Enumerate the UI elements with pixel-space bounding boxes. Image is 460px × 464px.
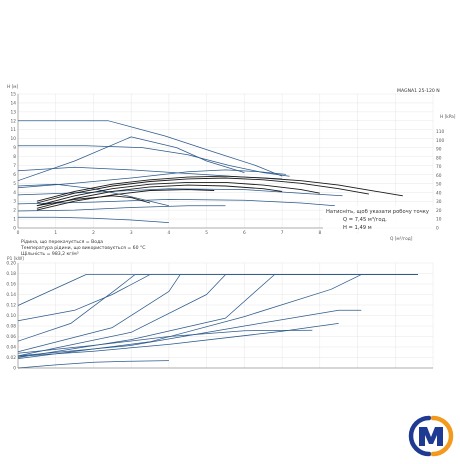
upper-y-tick-label: 12 xyxy=(11,118,17,124)
tooltip-line-3: H = 1,49 м xyxy=(343,225,372,231)
upper-curve-7[interactable] xyxy=(17,205,226,212)
upper-x-tick-label: 0 xyxy=(17,230,20,236)
upper-curve-5[interactable] xyxy=(17,188,343,197)
upper-x-tick-label: 1 xyxy=(54,230,57,236)
upper-x-tick-label: 8 xyxy=(318,230,321,236)
lower-curve-9[interactable] xyxy=(17,360,169,369)
upper-curve-13[interactable] xyxy=(36,181,320,207)
upper-y2-tick-label: 70 xyxy=(436,164,442,170)
upper-y-tick-label: 15 xyxy=(11,92,17,98)
lower-y-tick-label: 0.06 xyxy=(6,334,16,340)
upper-y2-tick-label: 0 xyxy=(436,226,439,232)
power-chart-grid xyxy=(17,262,434,369)
lower-curve-8[interactable] xyxy=(17,329,313,354)
upper-x-tick-label: 7 xyxy=(281,230,284,236)
upper-y2-tick-label: 60 xyxy=(436,173,442,179)
upper-curve-6[interactable] xyxy=(17,199,335,207)
lower-y-tick-label: 0 xyxy=(13,366,16,372)
power-chart-axes: 0 0.02 0.04 0.06 0.08 0.10 0.12 0.14 0.16 0.18 0.2… xyxy=(6,261,433,372)
fluid-annotation: Рідина, що перекачується = Вода xyxy=(21,239,103,245)
lower-curve-11[interactable] xyxy=(17,274,151,322)
operating-point-tooltip[interactable]: Натисніть, щоб указати робочу точку Q = … xyxy=(323,206,435,234)
upper-y-tick-label: 4 xyxy=(13,190,16,196)
lower-y-tick-label: 0.14 xyxy=(6,292,16,298)
upper-y-tick-label: 5 xyxy=(13,181,16,187)
upper-y2-tick-label: 20 xyxy=(436,208,442,214)
head-kpa-axis-label: H [kPa] xyxy=(440,114,456,120)
upper-y2-tick-label: 30 xyxy=(436,199,442,205)
upper-axis-lines xyxy=(17,94,433,229)
upper-y-tick-label: 2 xyxy=(13,208,16,214)
upper-curve-14[interactable] xyxy=(36,184,283,209)
upper-curve-4[interactable] xyxy=(17,169,286,189)
upper-curve-12[interactable] xyxy=(36,177,369,204)
product-label: MAGNA1 25-120 N xyxy=(397,88,440,94)
flow-axis-label: Q [м³/год] xyxy=(390,236,413,242)
lower-y-tick-label: 0.16 xyxy=(6,282,16,288)
lower-y-tick-label: 0.08 xyxy=(6,324,16,330)
upper-y2-tick-label: 90 xyxy=(436,147,442,153)
tooltip-line-2: Q = 7,45 м³/год, xyxy=(343,217,387,223)
upper-y-tick-label: 0 xyxy=(13,226,16,232)
upper-y2-tick-label: 110 xyxy=(436,129,444,135)
lower-y-tick-label: 0.10 xyxy=(6,313,16,319)
power-axis-label: P1 [kW] xyxy=(7,256,24,262)
upper-curve-8[interactable] xyxy=(18,216,169,223)
tooltip-line-1: Натисніть, щоб указати робочу точку xyxy=(326,209,429,215)
head-chart-grid xyxy=(17,93,434,229)
upper-y-tick-label: 9 xyxy=(13,145,16,151)
upper-y2-tick-label: 80 xyxy=(436,155,442,161)
upper-curve-3[interactable] xyxy=(17,136,245,182)
upper-y2-tick-label: 40 xyxy=(436,190,442,196)
upper-x-tick-label: 3 xyxy=(130,230,133,236)
lower-y-tick-label: 0.18 xyxy=(6,271,16,277)
upper-y2-tick-label: 100 xyxy=(436,138,444,144)
lower-curve-7[interactable] xyxy=(17,309,362,357)
upper-y2-tick-label: 50 xyxy=(436,182,442,188)
upper-y-tick-label: 14 xyxy=(11,100,17,106)
upper-y-tick-label: 7 xyxy=(13,163,16,169)
lower-curve-10[interactable] xyxy=(17,323,339,357)
upper-curve-2[interactable] xyxy=(18,145,290,177)
upper-y-tick-label: 13 xyxy=(11,109,17,115)
temperature-annotation: Температура рідини, що використовується … xyxy=(20,245,146,251)
upper-curve-15[interactable] xyxy=(36,195,151,207)
upper-x-tick-label: 4 xyxy=(168,230,171,236)
upper-y-tick-label: 3 xyxy=(13,199,16,205)
upper-y-tick-label: 11 xyxy=(11,127,17,133)
head-chart-axes: 0123456789101112131415012345678901020304… xyxy=(11,92,445,237)
lower-y-tick-label: 0.02 xyxy=(6,355,16,361)
upper-y-tick-label: 10 xyxy=(11,136,17,142)
head-axis-label: H [м] xyxy=(7,84,19,90)
upper-x-tick-label: 6 xyxy=(243,230,246,236)
upper-y-tick-label: 8 xyxy=(13,154,16,160)
head-chart-curves xyxy=(17,120,403,223)
upper-curve-9[interactable] xyxy=(17,183,169,207)
lower-y-tick-label: 0.20 xyxy=(6,261,16,267)
upper-y-tick-label: 6 xyxy=(13,172,16,178)
lower-y-tick-label: 0.12 xyxy=(6,303,16,309)
upper-curve-16[interactable] xyxy=(36,189,215,211)
power-chart-curves xyxy=(17,274,418,369)
brand-logo xyxy=(406,415,456,457)
lower-axis-lines xyxy=(17,263,433,369)
lower-curve-6[interactable] xyxy=(17,274,418,359)
upper-y2-tick-label: 10 xyxy=(436,217,442,223)
upper-x-tick-label: 5 xyxy=(205,230,208,236)
upper-curve-1[interactable] xyxy=(18,120,283,177)
lower-y-tick-label: 0.04 xyxy=(6,345,16,351)
upper-x-tick-label: 2 xyxy=(92,230,95,236)
upper-curve-11[interactable] xyxy=(36,175,403,202)
upper-y-tick-label: 1 xyxy=(13,217,16,223)
density-annotation: Щільність = 983,2 кг/м³ xyxy=(21,251,79,257)
